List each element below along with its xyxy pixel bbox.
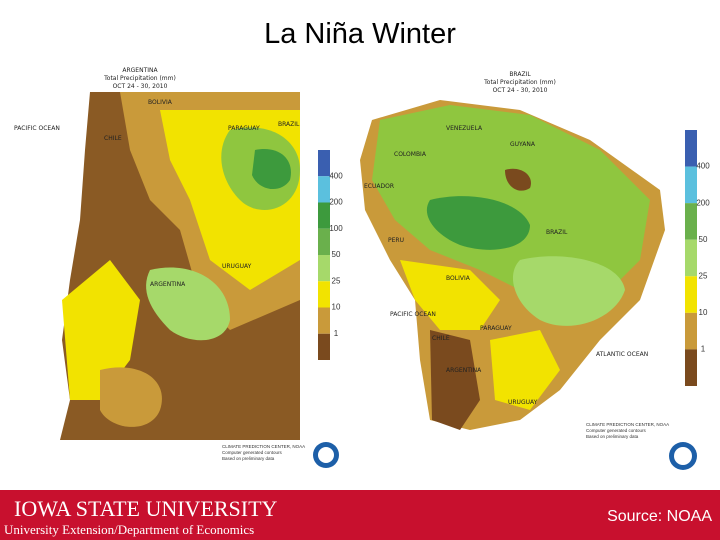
legend-swatch (318, 333, 330, 360)
legend-swatch (685, 312, 697, 350)
legend-label: 400 (696, 162, 710, 171)
legend-label: 25 (332, 276, 341, 285)
legend-label: 400 (329, 171, 343, 180)
legend: 400 200 50 25 10 1 (685, 130, 710, 386)
legend-label: 1 (334, 329, 339, 338)
map-label: VENEZUELA (446, 125, 483, 132)
legend-swatch (685, 203, 697, 240)
map-label: URUGUAY (222, 263, 252, 270)
legend-swatch (685, 239, 697, 277)
map-label: PERU (388, 237, 404, 244)
land-dark-green (252, 149, 291, 190)
map-label: BRAZIL (546, 229, 568, 236)
map-label: PARAGUAY (228, 125, 260, 132)
map-label: BRAZIL (278, 121, 300, 128)
map-label: COLOMBIA (394, 151, 427, 158)
land-dark-green (426, 196, 530, 250)
map-label: ARGENTINA (150, 281, 186, 288)
noaa-logo-inner (674, 447, 692, 465)
land-light-green (146, 267, 230, 341)
legend-label: 200 (329, 198, 343, 207)
map-country: BRAZIL (509, 71, 531, 78)
map-credit: CLIMATE PREDICTION CENTER, NOAA (222, 444, 305, 449)
map-label: CHILE (432, 335, 450, 342)
map-label: PACIFIC OCEAN (390, 311, 436, 318)
legend-swatch (318, 150, 330, 177)
land-yellow (400, 260, 500, 330)
legend-swatch (318, 228, 330, 255)
land-dry (430, 330, 480, 430)
map-subtitle: Total Precipitation (mm) (103, 75, 176, 82)
map-credit: Based on preliminary data (586, 434, 639, 439)
map-subtitle: Total Precipitation (mm) (483, 79, 556, 86)
legend-swatch (318, 281, 330, 308)
brazil-map: VENEZUELA GUYANA COLOMBIA ECUADOR PERU B… (360, 71, 697, 470)
map-label: PACIFIC OCEAN (14, 125, 60, 132)
department: University Extension/Department of Econo… (4, 522, 254, 537)
legend-label: 1 (701, 345, 706, 354)
legend-label: 10 (332, 303, 341, 312)
legend-label: 10 (699, 308, 708, 317)
legend-label: 50 (332, 250, 341, 259)
legend-swatch (685, 166, 697, 204)
land-dry-spot (505, 168, 531, 191)
map-dates: OCT 24 - 30, 2010 (493, 87, 548, 94)
map-credit: Computer generated contours (222, 450, 283, 455)
land-yellow-south (62, 260, 140, 400)
land-tan-south (100, 367, 162, 427)
land-green (372, 105, 650, 300)
source: Source: NOAA (607, 508, 712, 525)
legend-swatch (685, 349, 697, 386)
map-label: GUYANA (510, 141, 536, 148)
map-label: URUGUAY (508, 399, 538, 406)
argentina-map: BOLIVIA PARAGUAY BRAZIL CHILE ARGENTINA … (10, 67, 339, 468)
map-label: ECUADOR (364, 183, 394, 190)
legend-swatch (318, 255, 330, 282)
slide-title: La Niña Winter (264, 18, 456, 50)
legend: 400 200 100 50 25 10 1 (318, 150, 343, 360)
map-label: ARGENTINA (446, 367, 482, 374)
legend-swatch (685, 276, 697, 313)
legend-label: 200 (696, 198, 710, 207)
map-label: CHILE (104, 135, 122, 142)
map-credit: Computer generated contours (586, 428, 647, 433)
legend-label: 100 (329, 224, 343, 233)
university-name: IOWA STATE UNIVERSITY (14, 496, 278, 521)
map-label: ATLANTIC OCEAN (596, 351, 648, 358)
map-dates: OCT 24 - 30, 2010 (113, 83, 168, 90)
map-label: BOLIVIA (446, 275, 471, 282)
map-label: PARAGUAY (480, 325, 512, 332)
map-label: BOLIVIA (148, 99, 173, 106)
map-credit: Based on preliminary data (222, 456, 275, 461)
legend-swatch (318, 202, 330, 229)
land-light-green (512, 256, 625, 326)
legend-label: 50 (699, 235, 708, 244)
map-credit: CLIMATE PREDICTION CENTER, NOAA (586, 422, 669, 427)
legend-swatch (685, 130, 697, 167)
legend-swatch (318, 176, 330, 203)
map-country: ARGENTINA (122, 67, 158, 74)
legend-swatch (318, 307, 330, 334)
footer-bar (0, 490, 720, 540)
legend-label: 25 (699, 271, 708, 280)
land-yellow-south (490, 330, 560, 410)
noaa-logo-inner (318, 447, 334, 463)
